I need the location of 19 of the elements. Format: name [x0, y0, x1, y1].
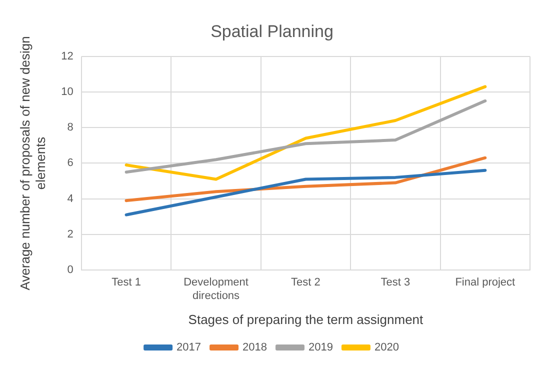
legend-label: 2019: [308, 342, 333, 354]
x-tick-label: Test 2: [291, 276, 320, 289]
x-tick-label: Development directions: [184, 276, 248, 302]
x-axis-title: Stages of preparing the term assignment: [188, 312, 424, 327]
y-tick-label: 10: [61, 86, 74, 98]
legend-label: 2017: [176, 342, 202, 354]
chart-title: Spatial Planning: [210, 22, 334, 41]
x-tick-label: Test 1: [112, 276, 141, 289]
y-tick-label: 12: [61, 50, 74, 62]
legend-label: 2018: [242, 342, 268, 354]
y-tick-label: 4: [67, 192, 74, 205]
x-tick-label: Test 3: [380, 276, 410, 289]
y-tick-label: 8: [67, 122, 74, 134]
y-tick-label: 6: [67, 157, 74, 170]
y-tick-label: 2: [67, 228, 74, 240]
y-axis-title: Average number of proposals of new design elements: [17, 36, 48, 290]
x-tick-label: Final project: [455, 276, 516, 289]
y-tick-label: 0: [67, 264, 74, 276]
legend-label: 2020: [374, 342, 399, 354]
